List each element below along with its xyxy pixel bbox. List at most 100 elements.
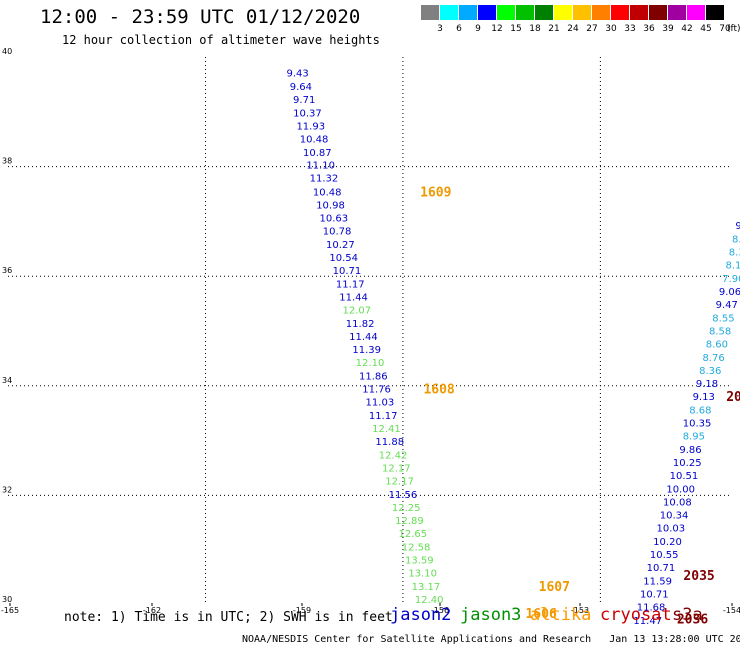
swh-value-label: 11.86: [359, 371, 388, 382]
scale-label: 42: [681, 24, 693, 34]
scale-swatch: [516, 5, 534, 20]
y-tick-label: 32: [2, 485, 12, 494]
legend-item-s3a: s3a: [672, 605, 703, 625]
chart-title: 12:00 - 23:59 UTC 01/12/2020: [40, 6, 361, 28]
swh-value-label: 12.10: [356, 358, 385, 369]
scale-swatch: [459, 5, 477, 20]
swh-value-label: 12.58: [402, 542, 431, 553]
scale-label: 39: [662, 24, 674, 34]
swh-value-label: 12.42: [379, 450, 408, 461]
swh-value-label: 11.93: [296, 122, 325, 133]
x-tick-label: -153: [571, 606, 589, 615]
scale-unit: (ft): [727, 24, 740, 34]
time-annotation: 1607: [539, 580, 570, 595]
swh-value-label: 10.03: [656, 524, 685, 535]
swh-value-label: 12.07: [343, 306, 372, 317]
scale-swatch: [592, 5, 610, 20]
swh-value-label: 8.58: [709, 326, 731, 337]
scale-swatch: [497, 5, 515, 20]
swh-value-label: 10.55: [650, 550, 679, 561]
scale-label: 9: [475, 24, 481, 34]
scale-label: 3: [437, 24, 443, 34]
swh-value-label: 7.90: [722, 274, 740, 285]
swh-value-label: 10.00: [666, 484, 695, 495]
swh-value-label: 11.88: [375, 437, 404, 448]
swh-value-label: 9.47: [716, 300, 738, 311]
swh-value-label: 9.86: [679, 445, 701, 456]
scale-label: 30: [605, 24, 617, 34]
scale-label: 36: [643, 24, 655, 34]
scale-swatch: [478, 5, 496, 20]
swh-value-label: 12.40: [415, 595, 444, 606]
chart-subtitle: 12 hour collection of altimeter wave hei…: [62, 33, 380, 47]
swh-value-label: 11.59: [643, 576, 672, 587]
scale-label: 12: [491, 24, 503, 34]
scale-swatch: [706, 5, 724, 20]
scale-swatch: [421, 5, 439, 20]
swh-value-label: 9.71: [293, 95, 315, 106]
swh-value-label: 12.65: [398, 529, 427, 540]
swh-value-label: 11.68: [637, 603, 666, 614]
x-tick-label: -162: [143, 606, 161, 615]
swh-value-label: 11.76: [362, 385, 391, 396]
time-annotation: 2036: [677, 613, 708, 628]
x-tick-label: -154: [723, 606, 740, 615]
scale-swatch: [440, 5, 458, 20]
swh-value-label: 10.54: [329, 253, 358, 264]
swh-value-label: 11.10: [306, 160, 335, 171]
swh-value-label: 10.20: [653, 537, 682, 548]
scale-label: 18: [529, 24, 541, 34]
swh-value-label: 10.35: [683, 419, 712, 430]
swh-value-label: 13.10: [408, 569, 437, 580]
swh-value-label: 12.17: [382, 463, 411, 474]
scale-label: 45: [700, 24, 712, 34]
swh-value-label: 8.68: [689, 405, 711, 416]
swh-value-label: 10.27: [326, 240, 355, 251]
swh-value-label: 10.98: [316, 200, 345, 211]
scale-swatch: [687, 5, 705, 20]
swh-value-label: 11.17: [369, 411, 398, 422]
x-tick-label: -159: [293, 606, 311, 615]
scale-label: 21: [548, 24, 560, 34]
swh-value-label: 12.41: [372, 424, 401, 435]
swh-value-label: 8.95: [683, 432, 705, 443]
swh-value-label: 10.48: [313, 187, 342, 198]
y-tick-label: 34: [2, 376, 12, 385]
swh-value-label: 10.71: [647, 563, 676, 574]
credit-line: NOAA/NESDIS Center for Satellite Applica…: [242, 634, 740, 645]
swh-value-label: 10.71: [640, 589, 669, 600]
time-annotation: 1608: [423, 383, 454, 398]
swh-value-label: 12.25: [392, 503, 421, 514]
swh-value-label: 10.71: [333, 266, 362, 277]
scale-label: 70: [719, 24, 731, 34]
swh-value-label: 10.63: [319, 214, 348, 225]
swh-value-label: 11.44: [349, 332, 378, 343]
scale-swatch: [535, 5, 553, 20]
swh-value-label: 8.76: [702, 353, 724, 364]
swh-value-label: 8.33: [729, 248, 740, 259]
scale-swatch: [649, 5, 667, 20]
legend-item-jason3: jason3: [460, 605, 522, 625]
scale-label: 24: [567, 24, 579, 34]
scale-swatch: [668, 5, 686, 20]
legend-item-altika: altika: [530, 605, 592, 625]
x-tick-label: -165: [1, 606, 19, 615]
swh-value-label: 10.37: [293, 108, 322, 119]
swh-value-label: 10.78: [323, 227, 352, 238]
swh-value-label: 9.13: [693, 392, 715, 403]
swh-value-label: 10.48: [300, 135, 329, 146]
scale-label: 6: [456, 24, 462, 34]
y-tick-label: 38: [2, 157, 12, 166]
swh-value-label: 12.17: [385, 477, 414, 488]
scale-label: 27: [586, 24, 598, 34]
legend-item-cryosat: cryosat: [600, 605, 672, 625]
scale-swatch: [573, 5, 591, 20]
footnote: note: 1) Time is in UTC; 2) SWH is in fe…: [64, 610, 393, 625]
swh-value-label: 9.64: [290, 82, 312, 93]
swh-value-label: 11.82: [346, 319, 375, 330]
swh-value-label: 11.56: [389, 490, 418, 501]
time-annotation: 2034: [726, 390, 740, 405]
scale-swatch: [554, 5, 572, 20]
